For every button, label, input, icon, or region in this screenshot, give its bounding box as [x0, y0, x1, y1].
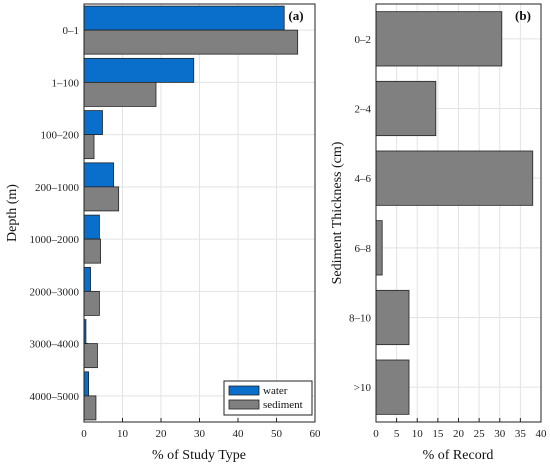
- bar-water-7: [83, 371, 90, 397]
- bar-value-5: [375, 359, 410, 415]
- bar-sediment-7: [83, 395, 97, 421]
- y-tick-label: 200–1000: [35, 182, 80, 194]
- x-tick-label: 10: [117, 428, 129, 440]
- panel-b-thickness-chart: 0–2 2–4 4–6 6–8 8–10 >10 0 5 10 15 20 25 30 35 40 (b)…: [330, 3, 547, 463]
- panel-a-frame: [83, 3, 316, 423]
- panel-b-x-axis-title: % of Record: [423, 448, 494, 463]
- legend-swatch-water: [228, 385, 260, 396]
- x-tick-label: 30: [494, 428, 506, 440]
- panel-b-bars: [375, 11, 534, 415]
- panel-b-frame: [375, 3, 542, 423]
- bar-sediment-3: [83, 186, 120, 212]
- bar-value-1: [375, 80, 437, 137]
- y-tick-label: 1000–2000: [30, 234, 80, 246]
- y-tick-label: 1–100: [52, 77, 80, 89]
- bar-sediment-4: [83, 238, 101, 264]
- panel-a-bars: [83, 5, 299, 421]
- x-tick-label: 0: [373, 428, 379, 440]
- x-tick-label: 5: [394, 428, 400, 440]
- bar-sediment-1: [83, 81, 157, 107]
- bar-water-0: [83, 5, 285, 31]
- x-tick-label: 35: [515, 428, 527, 440]
- y-tick-label: 2–4: [355, 104, 372, 116]
- bar-sediment-5: [83, 290, 100, 316]
- bar-value-3: [375, 220, 383, 276]
- panel-a-x-axis-title: % of Study Type: [152, 448, 246, 463]
- panel-a-legend: water sediment: [223, 380, 313, 416]
- y-tick-label: >10: [354, 382, 372, 394]
- panel-a-y-tick-labels: 0–1 1–100 100–200 200–1000 1000–2000 2000–300…: [30, 25, 80, 403]
- x-tick-label: 40: [536, 428, 548, 440]
- legend-swatch-sediment: [228, 399, 260, 410]
- y-tick-label: 0–1: [63, 25, 80, 37]
- bar-value-4: [375, 289, 410, 346]
- bar-water-3: [83, 162, 115, 188]
- bar-sediment-6: [83, 343, 98, 369]
- x-tick-label: 0: [81, 428, 87, 440]
- x-tick-label: 10: [412, 428, 424, 440]
- y-tick-label: 8–10: [349, 313, 372, 325]
- panel-a-depth-chart: 0–1 1–100 100–200 200–1000 1000–2000 2000–300…: [5, 3, 321, 463]
- bar-water-1: [83, 57, 195, 83]
- y-tick-label: 100–200: [41, 130, 80, 142]
- panel-a-label: (a): [288, 8, 303, 23]
- x-tick-label: 15: [432, 428, 444, 440]
- x-tick-label: 25: [474, 428, 486, 440]
- panel-a-y-axis-title: Depth (m): [5, 184, 20, 242]
- y-tick-label: 6–8: [355, 243, 372, 255]
- bar-value-0: [375, 11, 503, 67]
- panel-b-x-tick-labels: 0 5 10 15 20 25 30 35 40: [373, 428, 547, 440]
- panel-b-grid: [375, 4, 542, 422]
- y-tick-label: 2000–3000: [30, 286, 80, 298]
- bar-water-4: [83, 214, 100, 240]
- x-tick-label: 20: [453, 428, 465, 440]
- legend-label-sediment: sediment: [263, 399, 303, 411]
- panel-b-y-axis-title: Sediment Thickness (cm): [330, 141, 345, 284]
- x-tick-label: 40: [233, 428, 245, 440]
- y-tick-label: 4000–5000: [30, 391, 80, 403]
- y-tick-label: 0–2: [355, 34, 372, 46]
- x-tick-label: 20: [156, 428, 168, 440]
- bar-water-5: [83, 266, 91, 292]
- bar-water-2: [83, 110, 103, 136]
- panel-b-label: (b): [515, 8, 531, 23]
- legend-label-water: water: [263, 385, 288, 397]
- panel-b-y-tick-labels: 0–2 2–4 4–6 6–8 8–10 >10: [349, 34, 372, 394]
- x-tick-label: 30: [194, 428, 206, 440]
- x-tick-label: 50: [271, 428, 283, 440]
- bar-sediment-0: [83, 29, 299, 55]
- y-tick-label: 3000–4000: [30, 339, 80, 351]
- x-tick-label: 60: [310, 428, 322, 440]
- bar-sediment-2: [83, 134, 95, 160]
- y-tick-label: 4–6: [355, 173, 372, 185]
- bar-value-2: [375, 150, 534, 206]
- panel-a-x-tick-labels: 0 10 20 30 40 50 60: [81, 428, 321, 440]
